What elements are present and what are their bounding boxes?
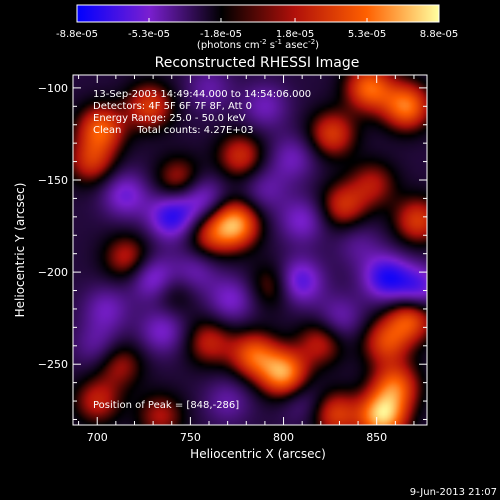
y-tick-label: −150 xyxy=(38,174,68,187)
colorbar-tick-label: -8.8e-05 xyxy=(56,29,98,40)
colorbar-unit: (photons cm-2 s-1 asec-2) xyxy=(197,38,319,51)
colorbar-tick-label: 8.8e-05 xyxy=(420,29,458,40)
y-axis-label: Heliocentric Y (arcsec) xyxy=(13,183,27,318)
y-tick-label: −100 xyxy=(38,82,68,95)
x-axis-label: Heliocentric X (arcsec) xyxy=(190,447,326,461)
annotation-energy: Energy Range: 25.0 - 50.0 keV xyxy=(93,113,246,124)
annotation-peak: Position of Peak = [848,-286] xyxy=(93,400,239,411)
chart-title: Reconstructed RHESSI Image xyxy=(155,55,360,71)
x-tick-label: 750 xyxy=(180,431,201,444)
annotation-time: 13-Sep-2003 14:49:44.000 to 14:54:06.000 xyxy=(93,89,311,100)
annotation-method: Clean Total counts: 4.27E+03 xyxy=(93,125,253,136)
colorbar-tick-label: -1.8e-05 xyxy=(200,29,242,40)
colorbar-tick-label: -5.3e-05 xyxy=(128,29,170,40)
x-tick-label: 850 xyxy=(366,431,387,444)
y-tick-label: −200 xyxy=(38,266,68,279)
plot-frame xyxy=(72,74,428,426)
axes: 700 750 800 850 −100 −150 −200 −250 xyxy=(38,74,428,444)
annotation-detectors: Detectors: 4F 5F 6F 7F 8F, Att 0 xyxy=(93,101,252,112)
x-tick-label: 700 xyxy=(87,431,108,444)
footer-date: 9-Jun-2013 21:07 xyxy=(410,487,497,498)
colorbar-tick-label: 5.3e-05 xyxy=(348,29,386,40)
colorbar-tick-label: 1.8e-05 xyxy=(276,29,314,40)
y-tick-label: −250 xyxy=(38,358,68,371)
colorbar xyxy=(76,4,440,23)
heatmap-raster xyxy=(73,75,427,425)
x-tick-label: 800 xyxy=(273,431,294,444)
heatmap-image xyxy=(73,75,427,425)
